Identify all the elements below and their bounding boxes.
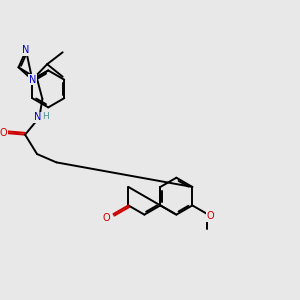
Text: N: N (22, 46, 30, 56)
Text: O: O (0, 128, 7, 138)
Text: N: N (28, 75, 36, 85)
Text: O: O (102, 213, 110, 223)
Text: N: N (34, 112, 41, 122)
Text: O: O (207, 211, 214, 221)
Text: H: H (43, 112, 49, 121)
